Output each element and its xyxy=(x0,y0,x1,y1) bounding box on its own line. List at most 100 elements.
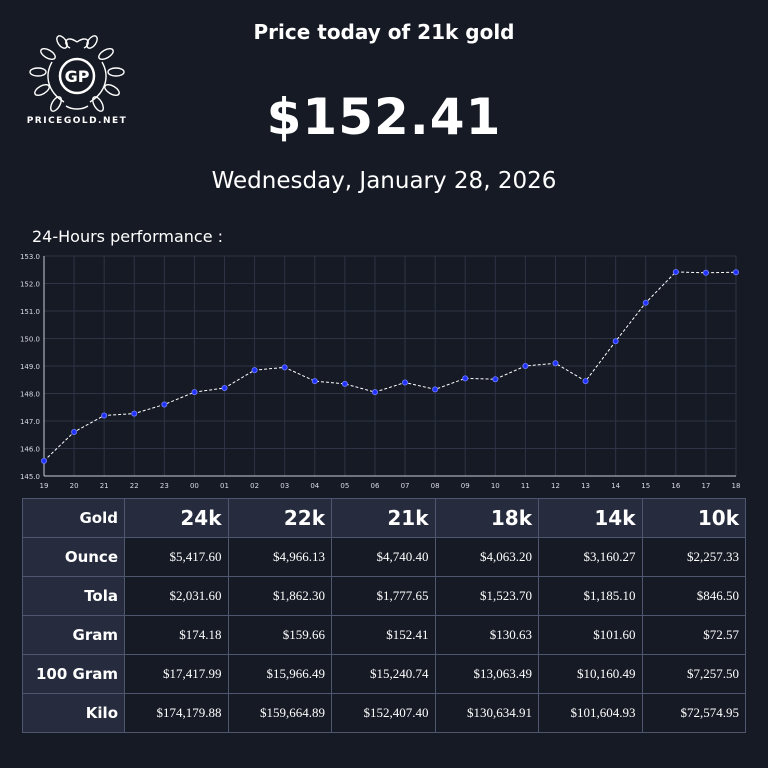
price-series-line xyxy=(43,271,737,462)
x-tick-label: 00 xyxy=(190,482,199,490)
price-table: Gold 24k 22k 21k 18k 14k 10k Ounce $5,417… xyxy=(22,498,746,733)
price-data-point xyxy=(432,386,439,393)
price-cell: $846.50 xyxy=(641,576,746,616)
chart-grid xyxy=(43,255,737,477)
column-header: 24k xyxy=(124,498,229,538)
price-data-point xyxy=(612,338,619,345)
price-data-point xyxy=(101,412,108,419)
price-data-point xyxy=(251,367,258,374)
laurel-wreath-icon xyxy=(29,35,125,112)
price-cell: $1,862.30 xyxy=(227,576,332,616)
x-tick-label: 07 xyxy=(401,482,410,490)
price-cell: $17,417.99 xyxy=(124,654,229,694)
x-tick-label: 15 xyxy=(641,482,650,490)
x-tick-label: 17 xyxy=(701,482,710,490)
price-cell: $152.41 xyxy=(331,615,436,655)
price-data-point xyxy=(462,375,469,382)
price-cell: $2,257.33 xyxy=(641,537,746,577)
price-data-point xyxy=(552,360,559,367)
row-label: Ounce xyxy=(22,537,125,577)
price-data-point xyxy=(71,428,78,435)
column-header: 14k xyxy=(538,498,643,538)
price-data-point xyxy=(281,364,288,371)
y-tick-label: 150.0 xyxy=(20,336,40,344)
x-tick-label: 23 xyxy=(160,482,169,490)
price-data-point xyxy=(402,379,409,386)
x-tick-label: 11 xyxy=(521,482,530,490)
price-cell: $72.57 xyxy=(641,615,746,655)
column-header: 10k xyxy=(641,498,746,538)
x-tick-label: 06 xyxy=(370,482,379,490)
page-title: Price today of 21k gold xyxy=(253,20,515,44)
y-tick-label: 147.0 xyxy=(20,418,40,426)
price-cell: $7,257.50 xyxy=(641,654,746,694)
price-date: Wednesday, January 28, 2026 xyxy=(211,168,557,194)
price-cell: $174.18 xyxy=(124,615,229,655)
row-label: Kilo xyxy=(22,693,125,733)
x-tick-label: 08 xyxy=(431,482,440,490)
price-data-point xyxy=(672,268,679,275)
price-cell: $152,407.40 xyxy=(331,693,436,733)
price-cell: $1,185.10 xyxy=(538,576,643,616)
y-tick-label: 148.0 xyxy=(20,391,40,399)
y-tick-label: 149.0 xyxy=(20,363,40,371)
price-data-point xyxy=(311,378,318,385)
x-tick-label: 19 xyxy=(40,482,49,490)
price-data-point xyxy=(582,378,589,385)
y-tick-label: 153.0 xyxy=(20,253,40,261)
price-cell: $1,523.70 xyxy=(434,576,539,616)
price-cell: $101.60 xyxy=(538,615,643,655)
y-tick-label: 146.0 xyxy=(20,446,40,454)
x-tick-label: 03 xyxy=(280,482,289,490)
x-tick-label: 05 xyxy=(340,482,349,490)
column-header: 22k xyxy=(227,498,332,538)
price-cell: $13,063.49 xyxy=(434,654,539,694)
x-tick-label: 18 xyxy=(732,482,741,490)
x-tick-label: 01 xyxy=(220,482,229,490)
price-data-point xyxy=(131,410,138,417)
price-cell: $159,664.89 xyxy=(227,693,332,733)
x-tick-label: 09 xyxy=(461,482,470,490)
y-tick-label: 151.0 xyxy=(20,308,40,316)
price-cell: $159.66 xyxy=(227,615,332,655)
table-row: Gram $174.18 $159.66 $152.41 $130.63 $101.60 $… xyxy=(22,615,746,655)
price-data-point xyxy=(221,384,228,391)
price-cell: $4,063.20 xyxy=(434,537,539,577)
price-cell: $174,179.88 xyxy=(124,693,229,733)
price-cell: $130.63 xyxy=(434,615,539,655)
price-cell: $15,240.74 xyxy=(331,654,436,694)
logo-monogram: GP xyxy=(65,67,90,86)
price-cell: $5,417.60 xyxy=(124,537,229,577)
table-header-row: Gold 24k 22k 21k 18k 14k 10k xyxy=(22,498,746,538)
price-data-point xyxy=(371,389,378,396)
price-data-point xyxy=(161,401,168,408)
table-row: Kilo $174,179.88 $159,664.89 $152,407.40 $13… xyxy=(22,693,746,733)
price-data-point xyxy=(191,389,198,396)
chart-tick-labels: 145.0 146.0 147.0 148.0 149.0 150.0 151.0 152.0… xyxy=(20,253,741,490)
x-tick-label: 04 xyxy=(310,482,319,490)
price-data-point xyxy=(492,376,499,383)
x-tick-label: 14 xyxy=(611,482,620,490)
table-row: Ounce $5,417.60 $4,966.13 $4,740.40 $4,063.2… xyxy=(22,537,746,577)
price-cell: $72,574.95 xyxy=(641,693,746,733)
logo-text: PRICEGOLD.NET xyxy=(26,116,128,126)
x-tick-label: 10 xyxy=(491,482,500,490)
price-cell: $101,604.93 xyxy=(538,693,643,733)
price-data-point xyxy=(702,269,709,276)
price-data-point xyxy=(733,269,740,276)
price-data-point xyxy=(341,380,348,387)
row-label: 100 Gram xyxy=(22,654,125,694)
x-tick-label: 20 xyxy=(70,482,79,490)
price-cell: $130,634.91 xyxy=(434,693,539,733)
x-tick-label: 13 xyxy=(581,482,590,490)
price-data-point xyxy=(522,363,529,370)
price-cell: $4,740.40 xyxy=(331,537,436,577)
x-tick-label: 12 xyxy=(551,482,560,490)
price-data-point xyxy=(41,457,48,464)
price-cell: $4,966.13 xyxy=(227,537,332,577)
price-cell: $15,966.49 xyxy=(227,654,332,694)
performance-label: 24-Hours performance : xyxy=(32,227,224,246)
pricegold-logo: GP xyxy=(29,35,125,112)
price-cell: $2,031.60 xyxy=(124,576,229,616)
row-label: Tola xyxy=(22,576,125,616)
